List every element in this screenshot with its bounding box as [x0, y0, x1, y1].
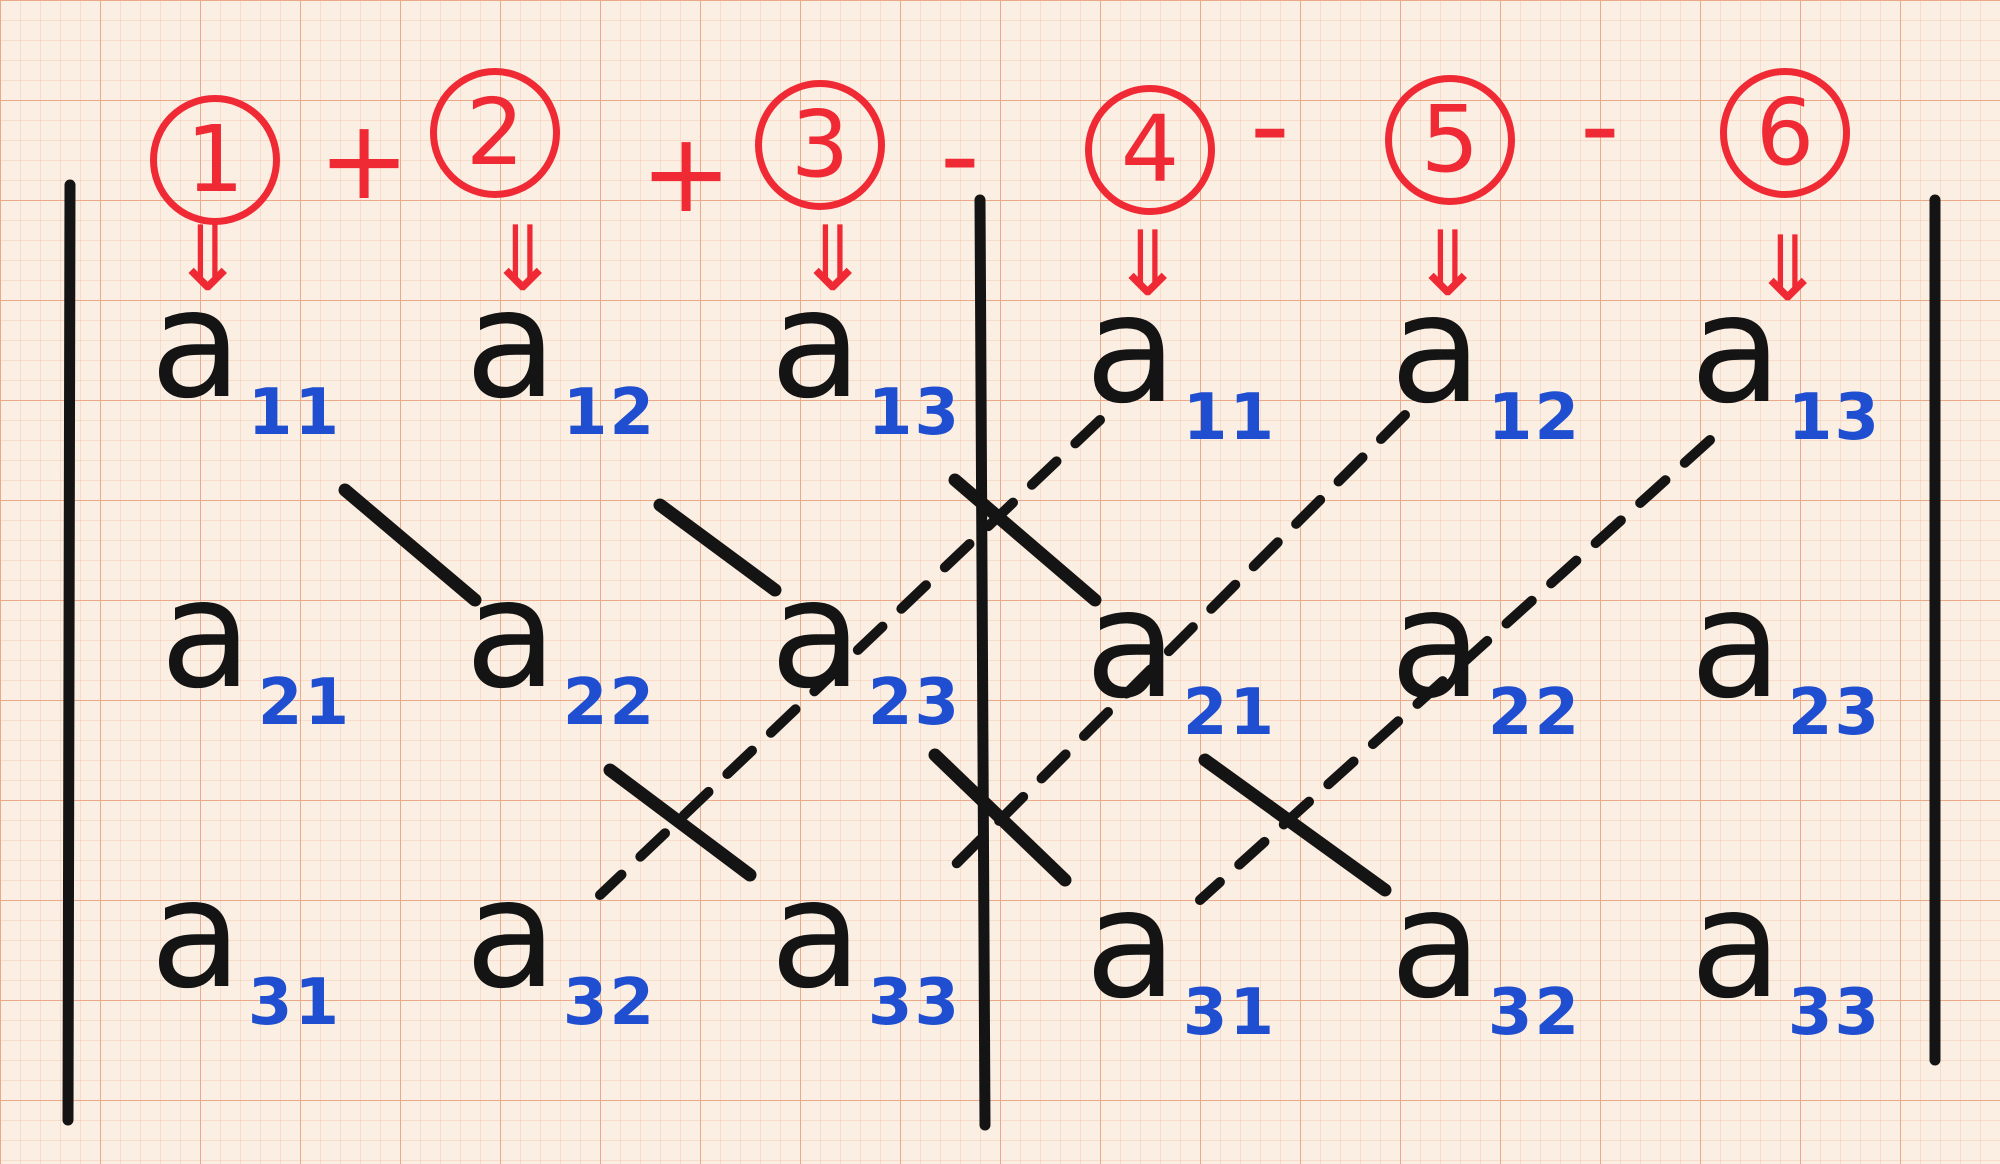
determinant-bar-left	[62, 179, 76, 1126]
solid-diagonal-3b	[1198, 753, 1392, 897]
matrix-entry-left-r2c1: a21	[160, 548, 351, 740]
matrix-entry-left-r3c1: a31	[150, 848, 341, 1040]
dashed-diagonal-5	[940, 410, 1410, 880]
matrix-entry-left-r1c1: a11	[150, 258, 341, 450]
down-arrow-icon: ⇓	[1110, 212, 1186, 317]
matrix-entry-left-r2c3: a23	[770, 548, 961, 740]
matrix-entry-left-r2c2: a22	[465, 548, 656, 740]
term-number-3: 3	[755, 80, 885, 210]
down-arrow-icon: ⇓	[170, 207, 246, 312]
down-arrow-icon: ⇓	[485, 207, 561, 312]
down-arrow-icon: ⇓	[1410, 212, 1486, 317]
matrix-entry-right-r2c3: a23	[1690, 558, 1881, 750]
term-number-4: 4	[1085, 85, 1215, 215]
operator-minus: -	[1250, 61, 1290, 189]
operator-plus: +	[318, 96, 411, 224]
operator-plus: +	[640, 109, 733, 237]
matrix-entry-left-r1c3: a13	[770, 258, 961, 450]
solid-diagonal-1	[338, 483, 482, 607]
matrix-entry-right-r3c2: a32	[1390, 858, 1581, 1050]
down-arrow-icon: ⇓	[1750, 217, 1826, 322]
matrix-entry-left-r3c2: a32	[465, 848, 656, 1040]
matrix-entry-right-r3c3: a33	[1690, 858, 1881, 1050]
operator-minus: -	[1580, 61, 1620, 189]
term-number-5: 5	[1385, 75, 1515, 205]
term-number-1: 1	[150, 95, 280, 225]
term-number-6: 6	[1720, 68, 1850, 198]
dashed-diagonal-6	[1195, 435, 1715, 905]
term-number-2: 2	[430, 68, 560, 198]
matrix-entry-left-r1c2: a12	[465, 258, 656, 450]
matrix-entry-left-r3c3: a33	[770, 848, 961, 1040]
down-arrow-icon: ⇓	[795, 207, 871, 312]
solid-diagonal-1b	[603, 763, 757, 882]
matrix-entry-right-r1c3: a13	[1690, 263, 1881, 455]
determinant-bar-middle	[974, 194, 991, 1131]
matrix-entry-right-r3c1: a31	[1085, 858, 1276, 1050]
matrix-entry-right-r1c2: a12	[1390, 263, 1581, 455]
matrix-entry-right-r2c2: a22	[1390, 558, 1581, 750]
operator-minus: -	[940, 91, 980, 219]
solid-diagonal-3	[948, 473, 1102, 607]
matrix-entry-right-r2c1: a21	[1085, 558, 1276, 750]
solid-diagonal-2	[653, 498, 782, 597]
dashed-diagonal-4	[595, 415, 1105, 900]
matrix-entry-right-r1c1: a11	[1085, 263, 1276, 455]
